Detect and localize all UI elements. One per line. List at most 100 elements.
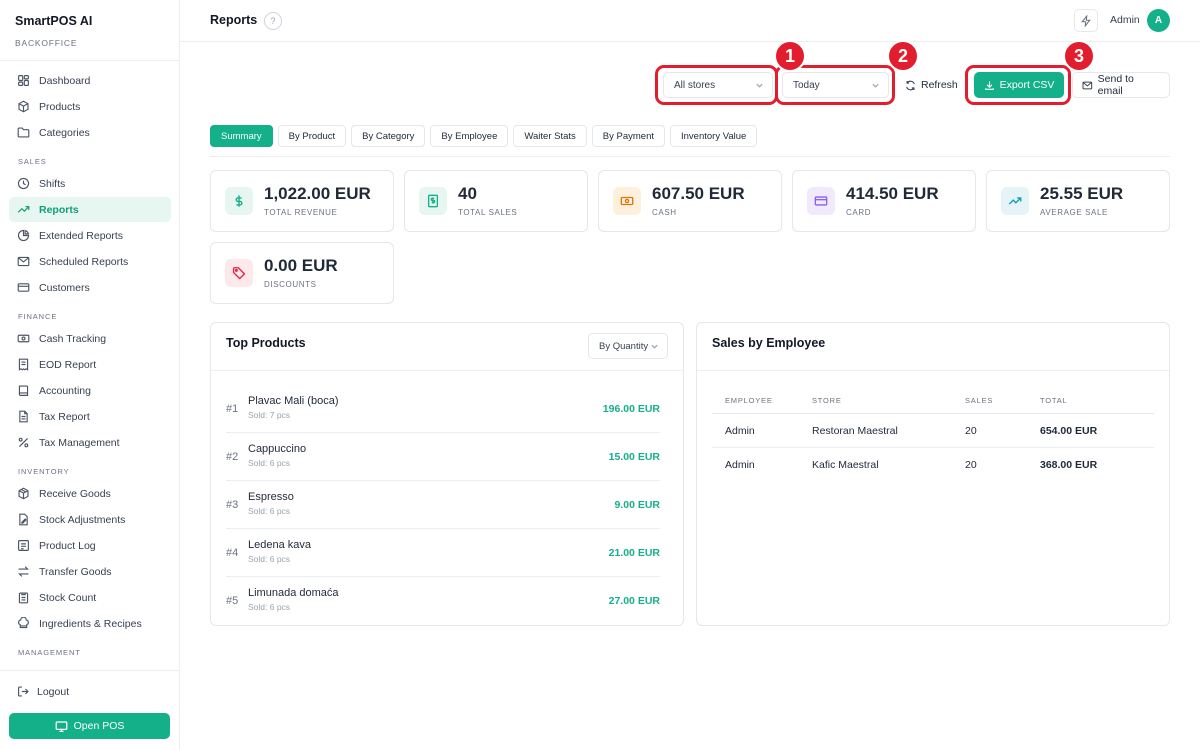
logout-button[interactable]: Logout (17, 685, 69, 698)
product-name: Cappuccino (248, 443, 307, 455)
sidebar-item-customers[interactable]: Customers (9, 275, 171, 300)
send-email-button[interactable]: Send to email (1072, 72, 1170, 98)
tabs-divider (210, 156, 1170, 157)
sidebar-item-categories[interactable]: Categories (9, 120, 171, 145)
column-header-store: STORE (812, 395, 842, 405)
open-pos-button[interactable]: Open POS (9, 713, 170, 739)
tab-by-payment[interactable]: By Payment (591, 125, 665, 147)
product-total: 196.00 EUR (602, 403, 660, 415)
sidebar-item-label: Transfer Goods (39, 565, 112, 578)
box-icon (18, 100, 29, 113)
user-name[interactable]: Admin (1110, 14, 1140, 26)
product-rank: #4 (226, 547, 239, 559)
tab-summary[interactable]: Summary (210, 125, 273, 147)
sidebar-item-stock-count[interactable]: Stock Count (9, 585, 171, 610)
sort-select-value: By Quantity (599, 340, 649, 352)
panel-divider (211, 370, 683, 371)
package-icon (18, 487, 29, 500)
book-icon (18, 385, 29, 396)
logout-label: Logout (37, 685, 70, 698)
sidebar-item-ingredients-recipes[interactable]: Ingredients & Recipes (9, 611, 171, 636)
product-rank: #3 (226, 499, 239, 511)
list-item[interactable]: #1 Plavac Mali (boca) Sold: 7 pcs 196.00… (226, 385, 660, 433)
cash-icon (17, 334, 30, 343)
tab-by-category[interactable]: By Category (351, 125, 426, 147)
report-tabs: Summary By Product By Category By Employ… (210, 125, 762, 147)
sidebar-item-eod-report[interactable]: EOD Report (9, 352, 171, 377)
clipboard-icon (18, 592, 29, 604)
list-item[interactable]: #3 Espresso Sold: 6 pcs 9.00 EUR (226, 481, 660, 529)
cell-sales: 20 (965, 424, 977, 437)
list-item[interactable]: #4 Ledena kava Sold: 6 pcs 21.00 EUR (226, 529, 660, 577)
stat-label: CASH (652, 208, 677, 217)
help-icon[interactable]: ? (264, 12, 282, 30)
chevron-down-icon (756, 83, 763, 88)
stat-value: 0.00 EUR (264, 256, 338, 275)
sidebar-item-stock-adjustments[interactable]: Stock Adjustments (9, 507, 171, 532)
avatar[interactable]: A (1147, 9, 1170, 32)
logout-divider (0, 670, 179, 671)
sort-select[interactable]: By Quantity (588, 333, 668, 359)
product-sold: Sold: 6 pcs (248, 602, 291, 612)
cell-employee: Admin (725, 424, 755, 437)
quick-actions-button[interactable] (1074, 9, 1098, 32)
table-row[interactable]: Admin Kafic Maestral 20 368.00 EUR (712, 448, 1154, 482)
sidebar-item-label: Stock Adjustments (39, 513, 126, 526)
chevron-down-icon (651, 344, 658, 349)
sales-by-employee-panel: Sales by Employee EMPLOYEE STORE SALES T… (696, 322, 1170, 626)
column-header-employee: EMPLOYEE (725, 395, 773, 405)
sidebar-item-scheduled-reports[interactable]: Scheduled Reports (9, 249, 171, 274)
dollar-icon (235, 195, 243, 207)
stat-icon-wrapper (807, 187, 835, 215)
list-item[interactable]: #2 Cappuccino Sold: 6 pcs 15.00 EUR (226, 433, 660, 481)
sidebar-item-tax-management[interactable]: Tax Management (9, 430, 171, 455)
section-inventory-heading: INVENTORY (18, 467, 70, 476)
top-products-panel: Top Products By Quantity #1 Plavac Mali … (210, 322, 684, 626)
product-total: 27.00 EUR (608, 595, 660, 607)
column-header-sales: SALES (965, 395, 994, 405)
annotation-marker-3: 3 (1063, 40, 1095, 72)
tab-by-product[interactable]: By Product (277, 125, 347, 147)
sidebar-item-tax-report[interactable]: Tax Report (9, 404, 171, 429)
sidebar-item-label: Tax Management (39, 436, 120, 449)
stat-card-total-sales: 40 TOTAL SALES (404, 170, 588, 232)
product-sold: Sold: 6 pcs (248, 506, 291, 516)
credit-card-icon (814, 196, 828, 206)
brand: SmartPOS AI BACKOFFICE (15, 14, 92, 48)
section-finance-heading: FINANCE (18, 312, 58, 321)
export-csv-button[interactable]: Export CSV (974, 72, 1064, 98)
sidebar-item-product-log[interactable]: Product Log (9, 533, 171, 558)
sidebar-item-transfer-goods[interactable]: Transfer Goods (9, 559, 171, 584)
refresh-label: Refresh (921, 79, 958, 91)
chevron-down-icon (872, 83, 879, 88)
table-row[interactable]: Admin Restoran Maestral 20 654.00 EUR (712, 414, 1154, 448)
sidebar-item-shifts[interactable]: Shifts (9, 171, 171, 196)
sidebar-item-dashboard[interactable]: Dashboard (9, 68, 171, 93)
sidebar-item-products[interactable]: Products (9, 94, 171, 119)
sidebar-item-reports[interactable]: Reports (9, 197, 171, 222)
store-select[interactable]: All stores (663, 72, 773, 98)
list-item[interactable]: #5 Limunada domaća Sold: 6 pcs 27.00 EUR (226, 577, 660, 623)
trend-icon (17, 206, 30, 213)
sidebar-item-accounting[interactable]: Accounting (9, 378, 171, 403)
chef-icon (18, 617, 29, 629)
period-select[interactable]: Today (782, 72, 889, 98)
stat-label: AVERAGE SALE (1040, 208, 1108, 217)
stat-card-total-revenue: 1,022.00 EUR TOTAL REVENUE (210, 170, 394, 232)
stat-label: DISCOUNTS (264, 280, 317, 289)
tab-waiter-stats[interactable]: Waiter Stats (513, 125, 587, 147)
annotation-marker-2: 2 (887, 40, 919, 72)
sidebar-item-label: Scheduled Reports (39, 255, 129, 268)
refresh-button[interactable]: Refresh (898, 72, 965, 98)
sidebar-item-receive-goods[interactable]: Receive Goods (9, 481, 171, 506)
tab-by-employee[interactable]: By Employee (430, 125, 509, 147)
tab-inventory-value[interactable]: Inventory Value (670, 125, 758, 147)
table-header: EMPLOYEE STORE SALES TOTAL (712, 387, 1154, 414)
card-icon (17, 283, 30, 292)
panel-title: Sales by Employee (712, 336, 826, 350)
section-management-heading: MANAGEMENT (18, 648, 81, 657)
sidebar-item-cash-tracking[interactable]: Cash Tracking (9, 326, 171, 351)
product-sold: Sold: 6 pcs (248, 458, 291, 468)
sidebar-item-extended-reports[interactable]: Extended Reports (9, 223, 171, 248)
edit-document-icon (19, 513, 28, 526)
